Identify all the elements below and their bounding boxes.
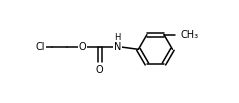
Text: O: O: [96, 65, 103, 75]
Text: CH₃: CH₃: [181, 30, 199, 40]
Text: H: H: [114, 33, 121, 42]
Text: N: N: [114, 42, 121, 52]
Text: Cl: Cl: [36, 42, 45, 52]
Text: O: O: [79, 42, 86, 52]
